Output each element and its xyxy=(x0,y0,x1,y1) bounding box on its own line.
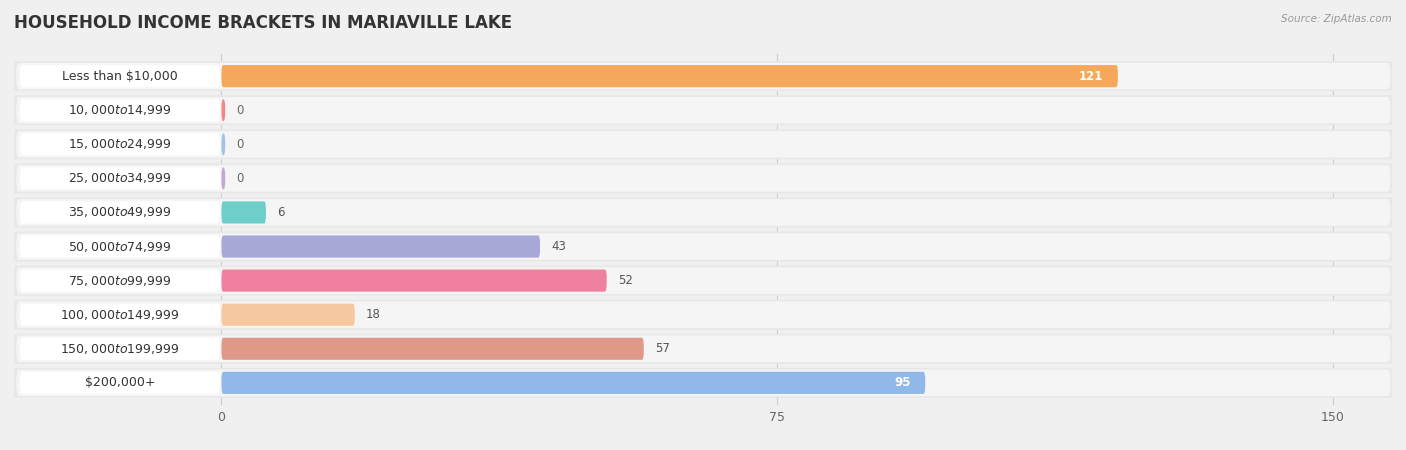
Text: Less than $10,000: Less than $10,000 xyxy=(62,70,179,83)
FancyBboxPatch shape xyxy=(10,334,1396,364)
FancyBboxPatch shape xyxy=(10,61,1396,91)
FancyBboxPatch shape xyxy=(20,202,219,224)
FancyBboxPatch shape xyxy=(222,65,1118,87)
Text: 6: 6 xyxy=(277,206,284,219)
Text: 0: 0 xyxy=(236,138,243,151)
FancyBboxPatch shape xyxy=(20,133,219,155)
FancyBboxPatch shape xyxy=(17,233,1391,260)
Text: 57: 57 xyxy=(655,342,669,355)
FancyBboxPatch shape xyxy=(17,267,1391,294)
FancyBboxPatch shape xyxy=(222,202,266,224)
FancyBboxPatch shape xyxy=(222,133,225,155)
FancyBboxPatch shape xyxy=(17,131,1391,158)
Text: $200,000+: $200,000+ xyxy=(84,376,155,389)
FancyBboxPatch shape xyxy=(10,95,1396,125)
FancyBboxPatch shape xyxy=(222,235,540,257)
Text: $35,000 to $49,999: $35,000 to $49,999 xyxy=(69,206,172,220)
FancyBboxPatch shape xyxy=(17,199,1391,226)
Text: Source: ZipAtlas.com: Source: ZipAtlas.com xyxy=(1281,14,1392,23)
Text: 18: 18 xyxy=(366,308,381,321)
FancyBboxPatch shape xyxy=(20,372,219,394)
FancyBboxPatch shape xyxy=(17,336,1391,362)
FancyBboxPatch shape xyxy=(20,235,219,257)
FancyBboxPatch shape xyxy=(17,165,1391,192)
Text: 95: 95 xyxy=(894,376,911,389)
FancyBboxPatch shape xyxy=(10,198,1396,227)
FancyBboxPatch shape xyxy=(10,266,1396,296)
FancyBboxPatch shape xyxy=(20,99,219,122)
FancyBboxPatch shape xyxy=(10,163,1396,194)
FancyBboxPatch shape xyxy=(20,167,219,189)
Text: HOUSEHOLD INCOME BRACKETS IN MARIAVILLE LAKE: HOUSEHOLD INCOME BRACKETS IN MARIAVILLE … xyxy=(14,14,512,32)
Text: $25,000 to $34,999: $25,000 to $34,999 xyxy=(69,171,172,185)
FancyBboxPatch shape xyxy=(17,369,1391,396)
Text: $100,000 to $149,999: $100,000 to $149,999 xyxy=(60,308,180,322)
FancyBboxPatch shape xyxy=(10,232,1396,261)
Text: $50,000 to $74,999: $50,000 to $74,999 xyxy=(69,239,172,253)
Text: 121: 121 xyxy=(1078,70,1104,83)
FancyBboxPatch shape xyxy=(17,302,1391,328)
Text: $150,000 to $199,999: $150,000 to $199,999 xyxy=(60,342,180,356)
FancyBboxPatch shape xyxy=(222,338,644,360)
Text: 52: 52 xyxy=(617,274,633,287)
FancyBboxPatch shape xyxy=(17,63,1391,90)
FancyBboxPatch shape xyxy=(222,372,925,394)
FancyBboxPatch shape xyxy=(20,65,219,87)
FancyBboxPatch shape xyxy=(222,167,225,189)
FancyBboxPatch shape xyxy=(20,270,219,292)
FancyBboxPatch shape xyxy=(17,97,1391,123)
Text: 43: 43 xyxy=(551,240,567,253)
Text: $15,000 to $24,999: $15,000 to $24,999 xyxy=(69,137,172,151)
Text: 0: 0 xyxy=(236,172,243,185)
FancyBboxPatch shape xyxy=(222,304,354,326)
Text: $10,000 to $14,999: $10,000 to $14,999 xyxy=(69,103,172,117)
FancyBboxPatch shape xyxy=(10,129,1396,159)
FancyBboxPatch shape xyxy=(20,304,219,326)
FancyBboxPatch shape xyxy=(222,270,607,292)
FancyBboxPatch shape xyxy=(222,99,225,122)
FancyBboxPatch shape xyxy=(20,338,219,360)
Text: 0: 0 xyxy=(236,104,243,117)
FancyBboxPatch shape xyxy=(10,300,1396,330)
Text: $75,000 to $99,999: $75,000 to $99,999 xyxy=(69,274,172,288)
FancyBboxPatch shape xyxy=(10,368,1396,398)
